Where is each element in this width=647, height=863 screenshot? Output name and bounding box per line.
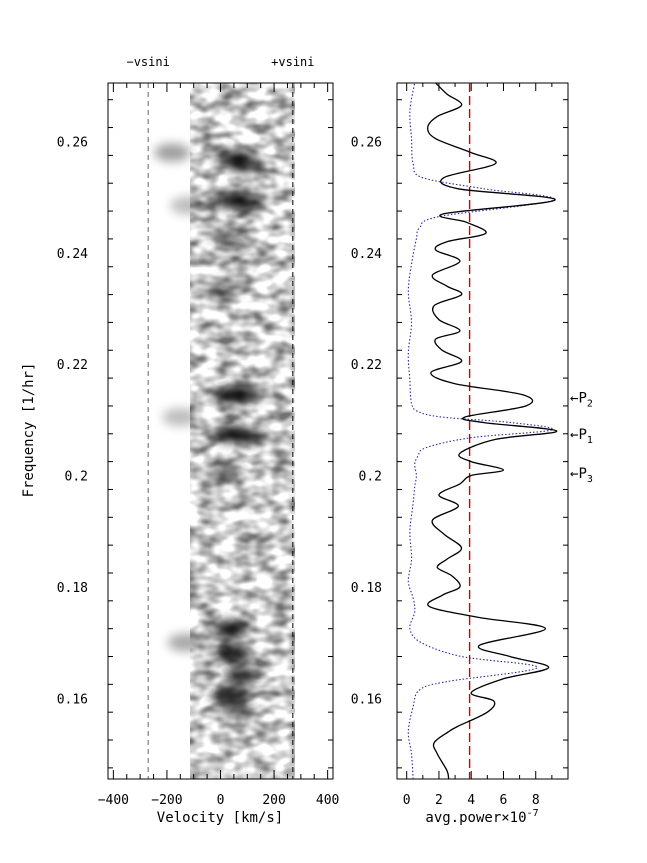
y-tick-label: 0.16	[351, 692, 382, 707]
x-tick-label: 2	[435, 793, 443, 808]
arrow-left-icon: ←	[570, 427, 578, 443]
y-tick-label: 0.2	[359, 470, 382, 485]
x-tick-label: −200	[151, 793, 182, 808]
y-tick-label: 0.18	[57, 581, 88, 596]
peak-label: P	[578, 466, 586, 482]
x-tick-label: 0	[403, 793, 411, 808]
peak-annotations: ←P2←P1←P3	[570, 391, 593, 485]
power-blob	[215, 644, 252, 663]
velocity-frequency-panel: 0.160.180.20.220.240.26 −400 −200 0 200 400 …	[21, 55, 339, 826]
power-blob	[226, 154, 263, 173]
left-x-tick-labels: −400 −200 0 200 400	[98, 793, 340, 808]
right-x-axis-label: avg.power×10-7	[425, 808, 538, 826]
x-tick-label: 400	[316, 793, 339, 808]
vsini-lines	[147, 83, 294, 779]
peak-annotation: ←P2	[570, 391, 593, 410]
peak-label-subscript: 1	[587, 435, 593, 446]
power-blob	[162, 408, 199, 427]
y-tick-label: 0.24	[351, 247, 382, 262]
right-plot-frame	[396, 82, 569, 780]
peak-annotation: ←P1	[570, 427, 593, 446]
right-x-axis-label-main: avg.power×10	[425, 810, 526, 826]
power-blob	[167, 633, 204, 652]
y-tick-label: 0.22	[57, 358, 88, 373]
arrow-left-icon: ←	[570, 466, 578, 482]
y-tick-label: 0.2	[65, 470, 88, 485]
y-tick-label: 0.16	[57, 692, 88, 707]
x-tick-label: 0	[217, 793, 225, 808]
power-blob	[232, 427, 268, 446]
power-blob	[207, 463, 244, 482]
x-tick-label: 6	[500, 793, 508, 808]
power-profile-panel: 0.16 0.18 0.2 0.22 0.24 0.26 0 2 4 6 8 avg.power×…	[351, 82, 593, 826]
solid-power-curve	[427, 83, 558, 779]
vsini-label: −vsini	[126, 55, 169, 69]
power-blob	[205, 280, 242, 298]
power-blob	[229, 193, 266, 212]
left-y-tick-labels: 0.16 0.18 0.2 0.22 0.24 0.26	[57, 135, 88, 707]
right-y-tick-labels: 0.16 0.18 0.2 0.22 0.24 0.26	[351, 135, 382, 707]
peak-label-subscript: 3	[587, 474, 593, 485]
x-tick-label: 200	[262, 793, 285, 808]
y-tick-label: 0.26	[57, 135, 88, 150]
power-blob	[223, 667, 260, 685]
peak-label: P	[578, 391, 586, 407]
power-blobs	[154, 143, 268, 719]
power-blob	[213, 619, 250, 638]
x-tick-label: −400	[98, 793, 129, 808]
vsini-label: +vsini	[271, 55, 314, 69]
dotted-power-curve	[407, 83, 555, 779]
power-blob	[154, 143, 191, 162]
peak-label-subscript: 2	[587, 399, 593, 410]
arrow-left-icon: ←	[570, 391, 578, 407]
x-tick-label: 8	[532, 793, 540, 808]
right-x-axis-label-exponent: -7	[527, 808, 539, 819]
y-tick-label: 0.26	[351, 135, 382, 150]
x-tick-label: 4	[467, 793, 475, 808]
left-axis-ticks	[108, 83, 333, 779]
peak-label: P	[578, 427, 586, 443]
power-blob	[218, 235, 255, 254]
peak-annotation: ←P3	[570, 466, 593, 485]
power-blob	[210, 686, 247, 705]
power-blob	[226, 385, 263, 404]
power-blob	[218, 700, 255, 719]
y-tick-label: 0.24	[57, 247, 88, 262]
right-x-tick-labels: 0 2 4 6 8	[403, 793, 540, 808]
y-tick-label: 0.18	[351, 581, 382, 596]
vsini-labels: −vsini +vsini	[126, 55, 314, 69]
y-tick-label: 0.22	[351, 358, 382, 373]
right-axis-ticks	[397, 83, 568, 779]
power-blob	[170, 196, 207, 215]
left-x-axis-label: Velocity [km/s]	[157, 810, 283, 826]
left-y-axis-label: Frequency [1/hr]	[21, 363, 37, 498]
